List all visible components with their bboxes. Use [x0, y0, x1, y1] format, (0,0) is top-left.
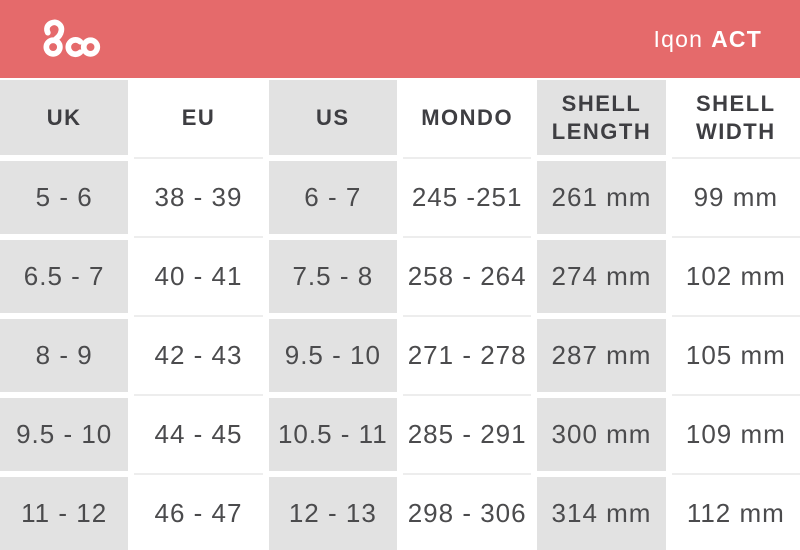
table-cell: 42 - 43	[134, 319, 263, 396]
table-cell: 314 mm	[537, 477, 666, 550]
table-cell: 287 mm	[537, 319, 666, 392]
column-header-shell-width: SHELL WIDTH	[671, 80, 800, 159]
table-cell: 258 - 264	[402, 240, 532, 317]
product-title: Iqon ACT	[654, 26, 762, 53]
table-cell: 298 - 306	[402, 477, 532, 550]
table-cell: 6.5 - 7	[0, 240, 129, 313]
table-cell: 9.5 - 10	[0, 398, 129, 471]
table-cell: 271 - 278	[402, 319, 532, 396]
table-cell: 46 - 47	[134, 477, 263, 550]
product-variant: ACT	[711, 25, 762, 52]
logo-hook-stroke	[44, 19, 65, 42]
column-header-mondo: MONDO	[402, 80, 532, 159]
table-cell: 11 - 12	[0, 477, 129, 550]
table-cell: 40 - 41	[134, 240, 263, 317]
table-cell: 99 mm	[671, 161, 800, 238]
column-header-uk: UK	[0, 80, 129, 155]
table-cell: 285 - 291	[402, 398, 532, 475]
table-cell: 300 mm	[537, 398, 666, 471]
table-cell: 102 mm	[671, 240, 800, 317]
table-cell: 6 - 7	[268, 161, 397, 234]
table-cell: 112 mm	[671, 477, 800, 550]
logo-c	[65, 36, 84, 57]
loco-logo	[38, 19, 106, 60]
column-header-shell-length: SHELL LENGTH	[537, 80, 666, 155]
table-cell: 38 - 39	[134, 161, 263, 238]
product-name: Iqon	[653, 25, 704, 52]
brand-bar: Iqon ACT	[0, 0, 800, 78]
logo-o1	[43, 36, 63, 57]
table-cell: 274 mm	[537, 240, 666, 313]
table-cell: 261 mm	[537, 161, 666, 234]
table-cell: 8 - 9	[0, 319, 129, 392]
table-cell: 12 - 13	[268, 477, 397, 550]
table-cell: 10.5 - 11	[268, 398, 397, 471]
table-cell: 7.5 - 8	[268, 240, 397, 313]
column-header-eu: EU	[134, 80, 263, 159]
table-cell: 105 mm	[671, 319, 800, 396]
table-cell: 9.5 - 10	[268, 319, 397, 392]
table-cell: 245 -251	[402, 161, 532, 238]
logo-o2	[80, 36, 101, 57]
table-cell: 44 - 45	[134, 398, 263, 475]
table-cell: 109 mm	[671, 398, 800, 475]
table-cell: 5 - 6	[0, 161, 129, 234]
column-header-us: US	[268, 80, 397, 155]
